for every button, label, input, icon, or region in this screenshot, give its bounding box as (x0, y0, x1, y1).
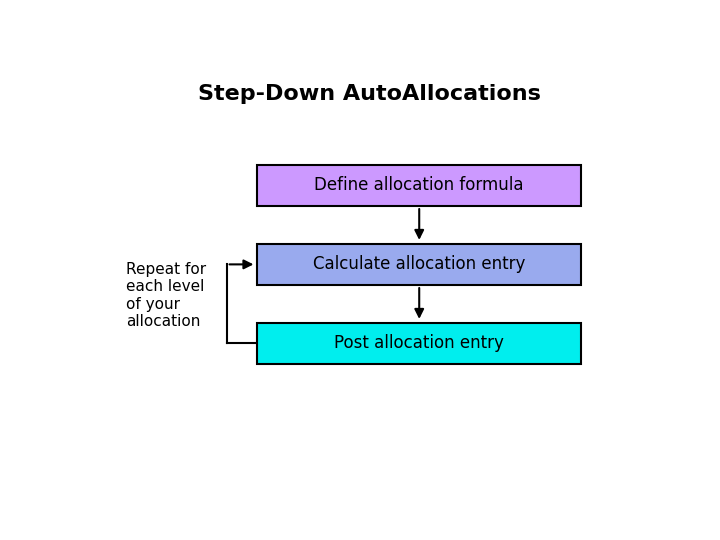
FancyBboxPatch shape (258, 322, 581, 364)
Text: Post allocation entry: Post allocation entry (334, 334, 504, 353)
FancyBboxPatch shape (258, 244, 581, 285)
Text: Repeat for
each level
of your
allocation: Repeat for each level of your allocation (126, 262, 207, 329)
FancyBboxPatch shape (258, 165, 581, 206)
Text: Calculate allocation entry: Calculate allocation entry (313, 255, 526, 273)
Text: Define allocation formula: Define allocation formula (315, 177, 524, 194)
Text: Step-Down AutoAllocations: Step-Down AutoAllocations (197, 84, 541, 104)
